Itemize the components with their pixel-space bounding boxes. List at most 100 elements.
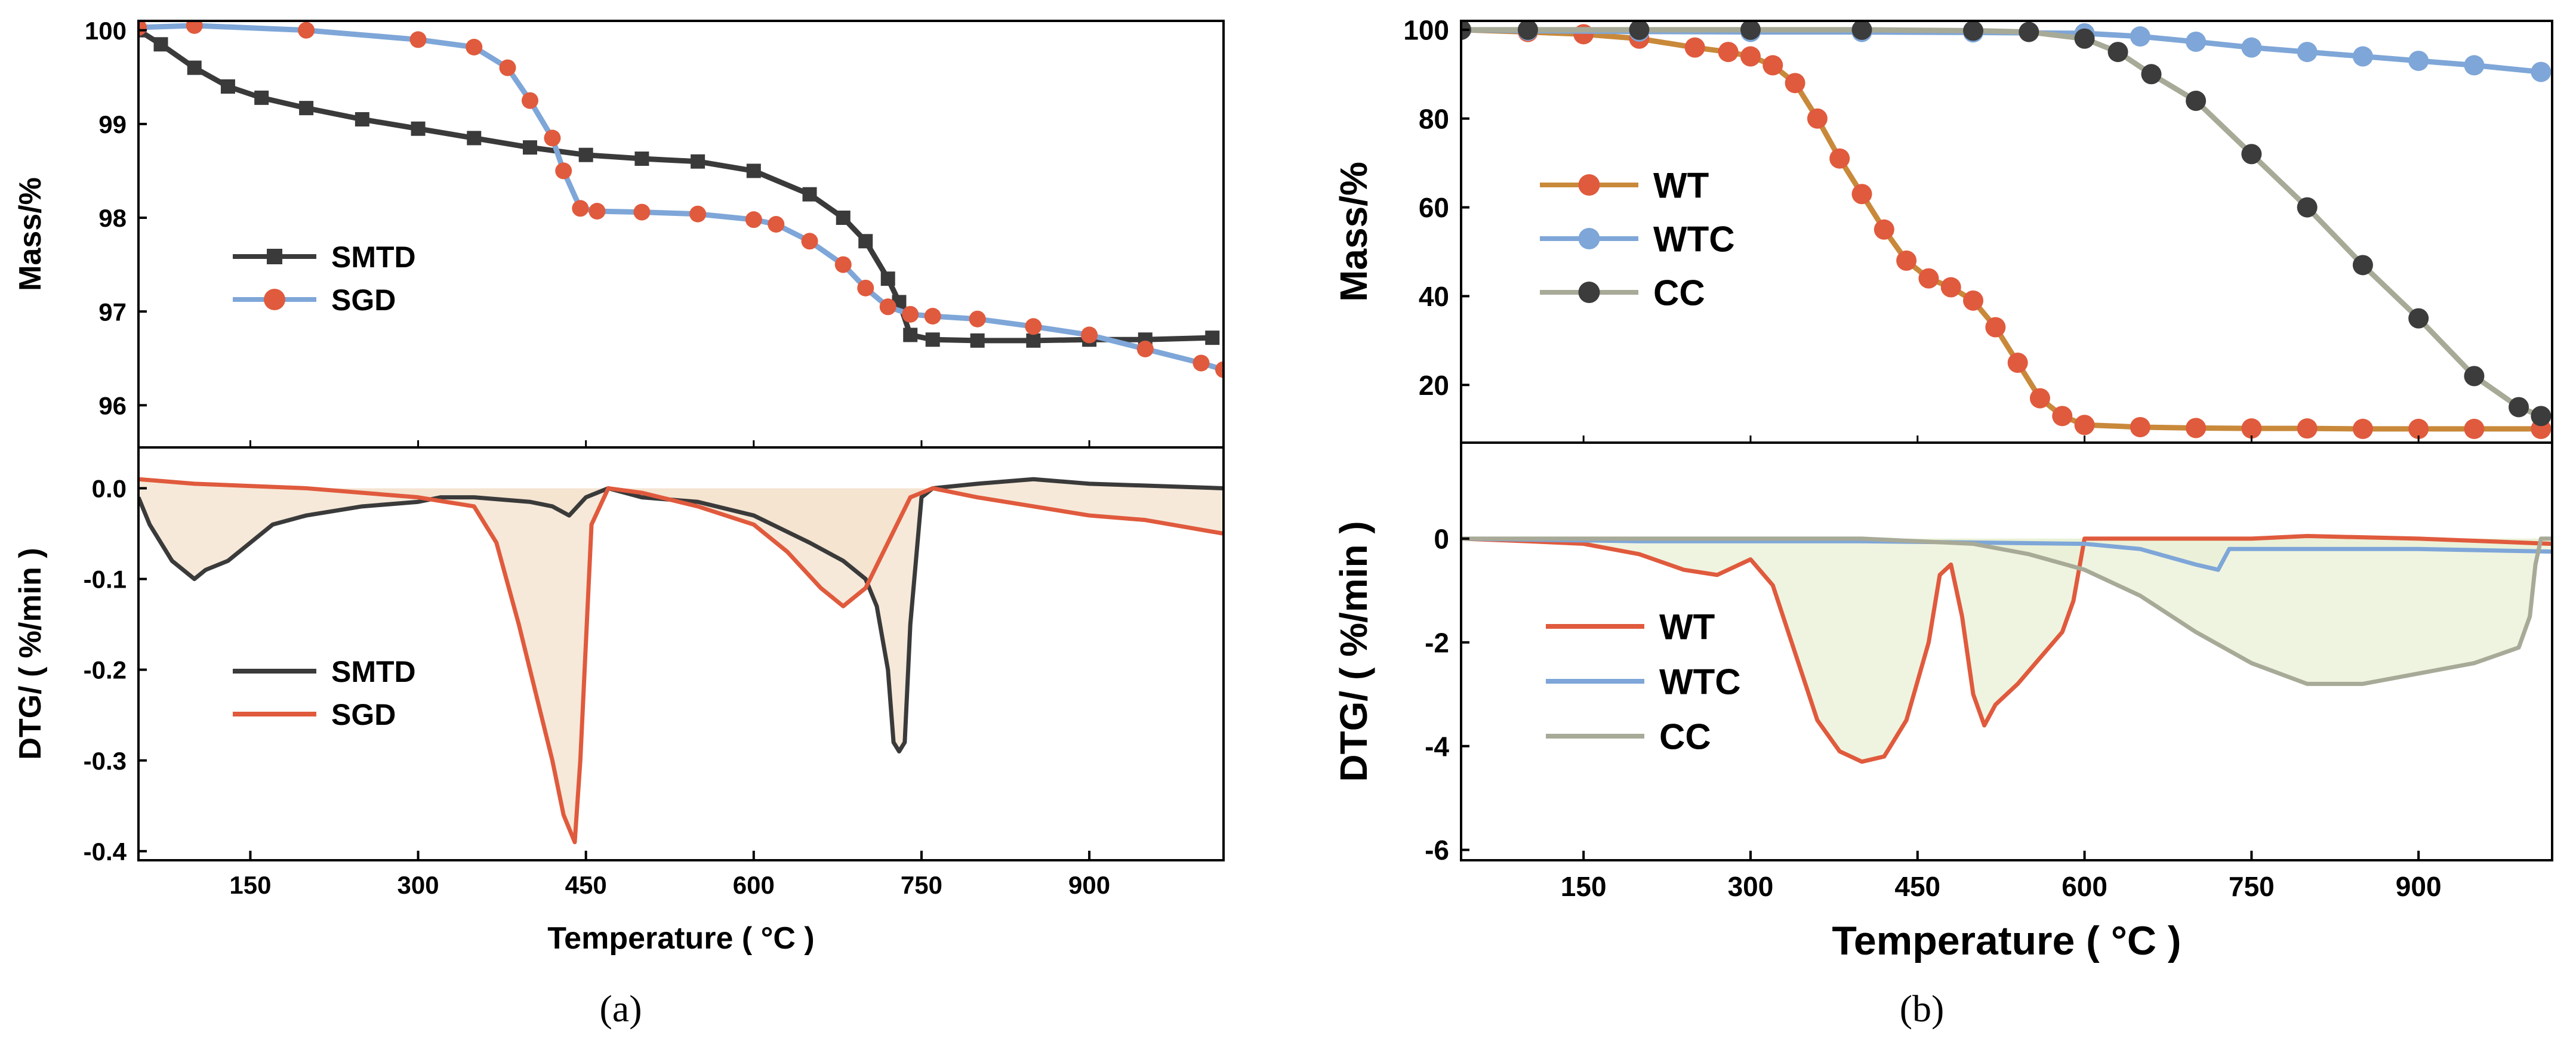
data-point-SMTD: [880, 271, 895, 286]
y-axis-label: Mass/%: [1332, 162, 1375, 302]
data-point-CC: [2464, 366, 2485, 387]
data-point-SMTD: [802, 187, 817, 202]
legend-label-CC: CC: [1653, 273, 1705, 313]
y-tick-label: 40: [1419, 281, 1449, 312]
y-tick-label: 0.0: [92, 475, 127, 503]
data-point-SGD: [879, 298, 896, 316]
x-tick-label: 600: [2062, 871, 2107, 902]
panel-a: 96 97 98 99 100 Mass/% SMTD SGD 0.0 -0.1 -0.2 -0.3 -…: [13, 17, 1225, 956]
y-tick-label: 100: [85, 17, 127, 45]
data-point-WT: [1785, 73, 1805, 94]
data-point-SGD: [745, 211, 762, 228]
data-point-SGD: [138, 21, 147, 36]
data-point-WT: [1718, 42, 1739, 63]
legend-label-SMTD: SMTD: [331, 655, 416, 688]
data-point-SGD: [924, 308, 941, 325]
bot-frame: [1460, 441, 2553, 861]
bot-plot-area: [138, 477, 1224, 845]
data-point-CC: [1517, 21, 1538, 40]
data-point-WT: [2186, 418, 2207, 438]
data-point-WT: [1896, 250, 1917, 271]
data-point-CC: [2107, 42, 2128, 63]
data-point-SGD: [544, 129, 561, 147]
y-tick-label: -6: [1425, 835, 1449, 866]
data-point-WT: [1807, 108, 1828, 129]
data-point-WTC: [2241, 37, 2262, 58]
data-point-SMTD: [634, 152, 649, 166]
data-point-SMTD: [467, 131, 482, 146]
x-tick-label: 900: [2396, 871, 2442, 902]
data-point-SMTD: [970, 333, 985, 348]
data-point-WT: [2130, 416, 2150, 437]
series-line-WTC: [1461, 536, 2552, 572]
data-point-WT: [1851, 184, 1872, 205]
data-point-WT: [1918, 268, 1939, 289]
data-point-SGD: [588, 203, 606, 220]
data-point-SMTD: [522, 140, 537, 155]
x-axis-label: Temperature ( °C ): [1832, 918, 2181, 963]
dtg-fill-SMTD: [138, 479, 1224, 752]
dtg-fill-WT: [1461, 536, 2552, 762]
data-point-SGD: [902, 305, 919, 323]
data-point-SGD: [409, 31, 427, 48]
data-point-WT: [2408, 418, 2429, 439]
dtg-fill-CC: [1461, 538, 2552, 684]
data-point-SMTD: [925, 332, 940, 347]
data-point-CC: [1740, 21, 1761, 40]
y-tick-label: -0.1: [84, 566, 127, 594]
data-point-WT: [2297, 418, 2318, 439]
data-point-SMTD: [1026, 333, 1041, 348]
data-point-CC: [2186, 90, 2207, 111]
y-tick-label: -0.4: [84, 838, 127, 866]
data-point-SMTD: [299, 101, 314, 116]
legend-marker-WTC: [1578, 228, 1600, 249]
caption-b: (b): [1900, 987, 1945, 1030]
data-point-WT: [1762, 55, 1783, 76]
legend-marker-SMTD: [267, 249, 282, 264]
series-line-WT: [1461, 27, 2541, 432]
y-tick-label: 20: [1419, 370, 1449, 401]
y-tick-label: -0.3: [84, 747, 127, 775]
data-point-SGD: [969, 310, 986, 328]
series-line-SMTD: [138, 27, 1213, 344]
legend-label-WT: WT: [1653, 166, 1709, 206]
legend-label-CC: CC: [1659, 717, 1711, 757]
y-tick-label: 96: [98, 391, 127, 419]
data-point-WT: [1963, 290, 1984, 311]
data-point-SGD: [1081, 326, 1098, 344]
y-tick-label: 60: [1419, 192, 1449, 223]
y-tick-label: -2: [1425, 627, 1449, 658]
x-tick-label: 300: [1728, 871, 1774, 902]
data-point-WT: [2241, 418, 2262, 439]
x-tick-label: 150: [229, 871, 271, 899]
data-point-CC: [2509, 397, 2529, 418]
data-point-CC: [2408, 308, 2429, 329]
y-tick-label: 97: [98, 298, 127, 326]
data-point-SGD: [801, 233, 818, 250]
data-point-WT: [1874, 219, 1894, 240]
data-point-WT: [1684, 37, 1705, 58]
legend-marker-WT: [1578, 174, 1600, 196]
legend-label-WTC: WTC: [1653, 220, 1735, 260]
legend-label-SGD: SGD: [331, 698, 396, 731]
data-point-WT: [2074, 415, 2095, 435]
data-point-SMTD: [691, 154, 705, 169]
data-point-CC: [2019, 21, 2039, 42]
data-point-WT: [2052, 406, 2073, 427]
top-plot-area: [138, 21, 1224, 378]
data-point-SGD: [633, 203, 651, 221]
x-axis-label: Temperature ( °C ): [547, 921, 814, 956]
data-point-WT: [1985, 317, 2006, 338]
data-point-SMTD: [254, 90, 269, 105]
data-point-SMTD: [903, 328, 918, 342]
data-point-WT: [2464, 418, 2485, 439]
data-point-SMTD: [1205, 331, 1220, 345]
data-point-SGD: [1136, 341, 1154, 357]
y-axis-label: DTG/ ( %/min ): [13, 548, 48, 759]
x-tick-label: 450: [1894, 871, 1940, 902]
data-point-SGD: [834, 256, 852, 273]
data-point-SMTD: [578, 147, 593, 162]
data-point-CC: [2241, 144, 2262, 165]
data-point-SGD: [466, 39, 483, 55]
